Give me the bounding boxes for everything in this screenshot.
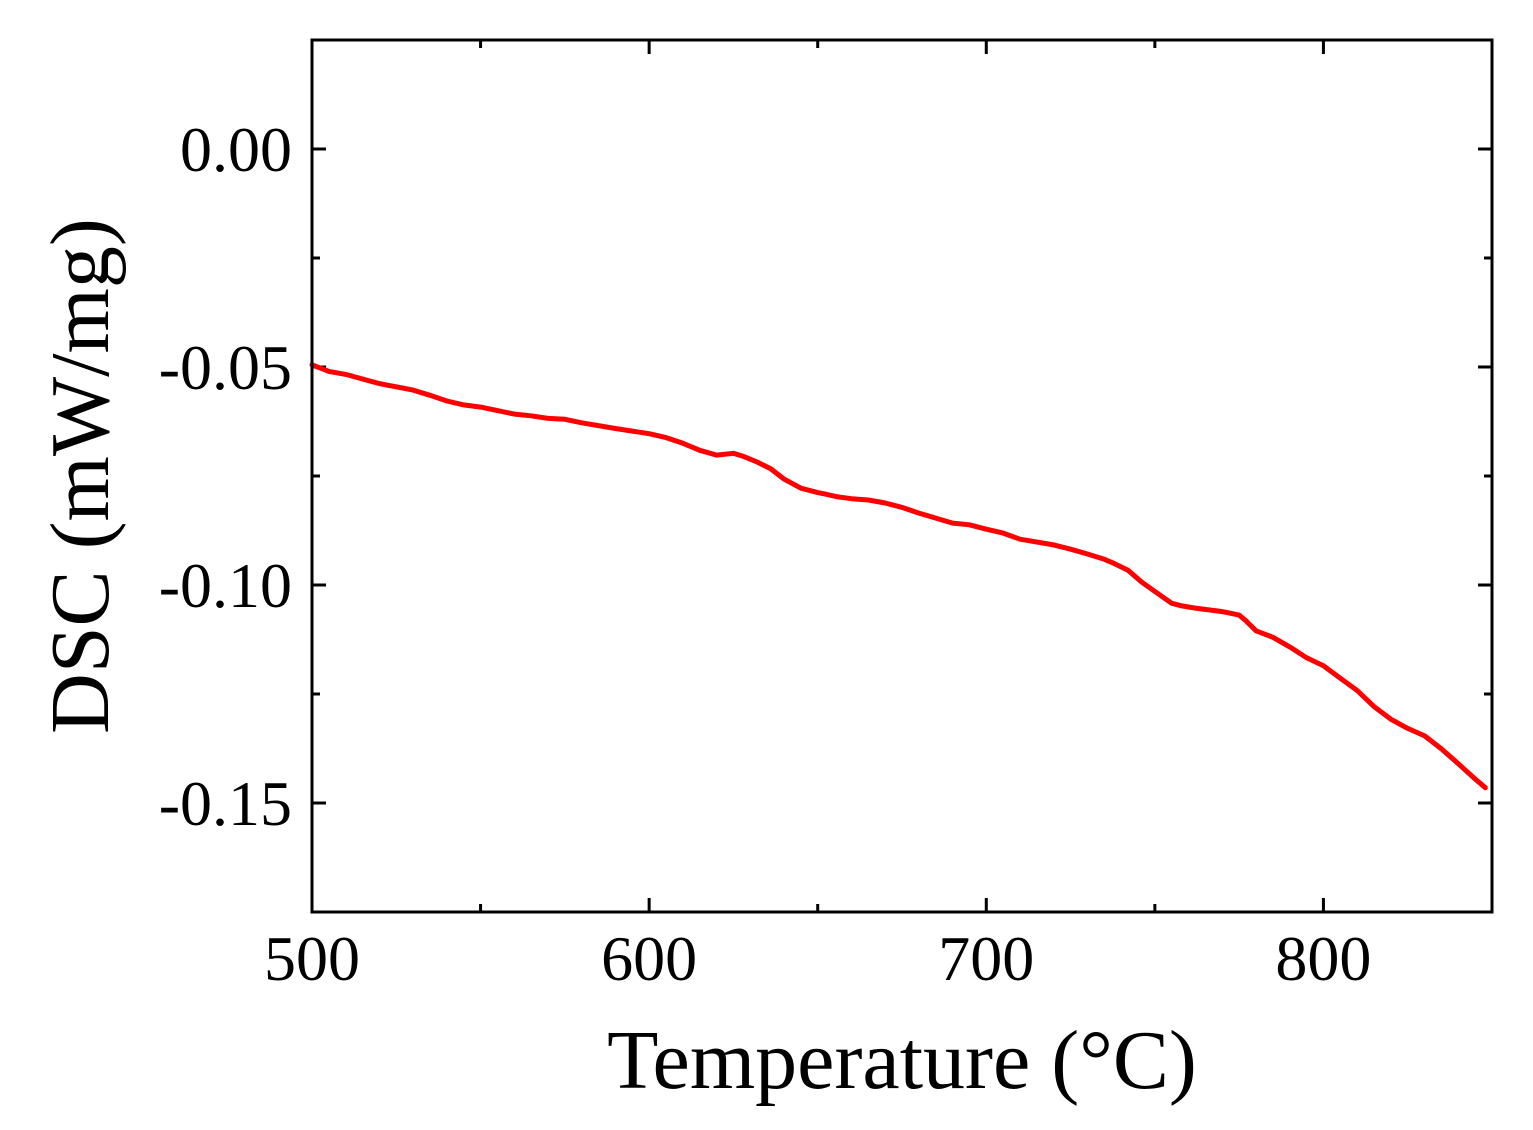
x-axis-ticks (310, 40, 1325, 912)
y-axis-tick-labels: 0.00 -0.05 -0.10 -0.15 (159, 114, 292, 839)
y-tick-label: 0.00 (180, 114, 292, 185)
series-layer (309, 362, 1488, 791)
y-tick-label: -0.10 (159, 550, 292, 621)
x-axis-tick-labels: 500 600 700 800 (264, 923, 1371, 994)
x-tick-label: 600 (601, 923, 697, 994)
y-tick-label: -0.05 (159, 332, 292, 403)
plot-frame (310, 38, 1494, 914)
x-axis-title: Temperature (°C) (607, 1014, 1197, 1107)
dsc-curve (309, 362, 1488, 791)
x-tick-label: 500 (264, 923, 360, 994)
y-axis-title: DSC (mW/mg) (34, 218, 127, 734)
y-axis-ticks (312, 147, 1492, 805)
x-tick-label: 700 (938, 923, 1034, 994)
x-tick-label: 800 (1275, 923, 1371, 994)
y-tick-label: -0.15 (159, 768, 292, 839)
